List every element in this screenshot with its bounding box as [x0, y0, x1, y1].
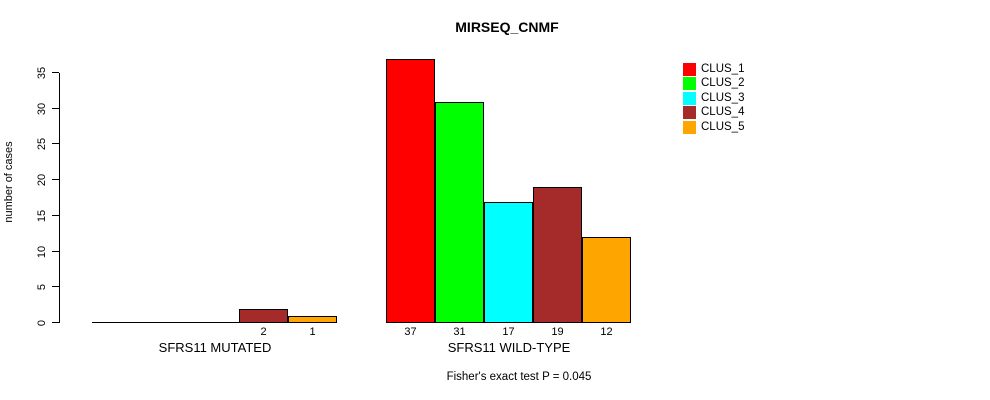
- y-axis-tick-label: 20: [36, 174, 48, 187]
- legend-label: CLUS_4: [701, 106, 745, 119]
- bar: [582, 237, 631, 323]
- legend-item: CLUS_4: [683, 106, 745, 120]
- legend-item: CLUS_5: [683, 120, 745, 134]
- y-axis-tick: [52, 286, 59, 288]
- bar-value-label: 37: [404, 326, 417, 338]
- bar-value-label: 12: [600, 326, 613, 338]
- y-axis-tick-label: 5: [36, 284, 48, 291]
- fisher-test-note: Fisher's exact test P = 0.045: [446, 371, 592, 383]
- y-axis-tick: [52, 250, 59, 252]
- y-axis-tick-label: 35: [36, 66, 48, 80]
- bar-value-label: 1: [309, 326, 316, 338]
- bar: [288, 316, 337, 323]
- bar-value-label: 17: [502, 326, 515, 338]
- x-category-label-mutated: SFRS11 MUTATED: [158, 340, 272, 355]
- bar: [239, 309, 288, 323]
- bar: [141, 322, 190, 323]
- y-axis-tick-label: 10: [36, 245, 48, 258]
- legend-item: CLUS_2: [683, 77, 745, 91]
- y-axis-tick: [52, 179, 59, 181]
- legend-swatch: [683, 106, 696, 120]
- y-axis-tick: [52, 322, 59, 323]
- legend-label: CLUS_5: [701, 120, 745, 133]
- y-axis-tick: [52, 72, 59, 73]
- bar: [190, 322, 239, 323]
- legend-label: CLUS_3: [701, 91, 745, 104]
- legend-label: CLUS_2: [701, 77, 745, 90]
- legend-swatch: [683, 120, 696, 134]
- legend-label: CLUS_1: [701, 63, 745, 75]
- legend-swatch: [683, 77, 696, 91]
- legend-item: CLUS_3: [683, 91, 745, 105]
- bar-value-label: 19: [551, 326, 564, 338]
- y-axis-tick-label: 30: [36, 102, 48, 115]
- bar: [533, 187, 582, 323]
- y-axis-tick-label: 15: [36, 209, 48, 222]
- bar: [435, 102, 484, 323]
- bar: [92, 322, 141, 323]
- legend: CLUS_1 CLUS_2 CLUS_3 CLUS_4 CLUS_5: [683, 63, 744, 135]
- legend-swatch: [683, 91, 696, 105]
- y-axis-tick-label: 0: [36, 319, 48, 327]
- bar: [386, 59, 435, 323]
- legend-item: CLUS_1: [683, 63, 744, 76]
- legend-swatch: [683, 63, 696, 76]
- y-axis-tick-label: 25: [36, 138, 48, 151]
- y-axis-line: [59, 73, 60, 323]
- x-category-label-wildtype: SFRS11 WILD-TYPE: [447, 340, 571, 355]
- chart-title: MIRSEQ_CNMF: [455, 19, 559, 35]
- bar: [484, 202, 533, 323]
- bar-value-label: 2: [260, 326, 267, 338]
- y-axis-tick: [52, 107, 59, 109]
- y-axis-tick: [52, 143, 59, 145]
- y-axis-tick: [52, 214, 59, 216]
- bar-value-label: 31: [453, 326, 466, 338]
